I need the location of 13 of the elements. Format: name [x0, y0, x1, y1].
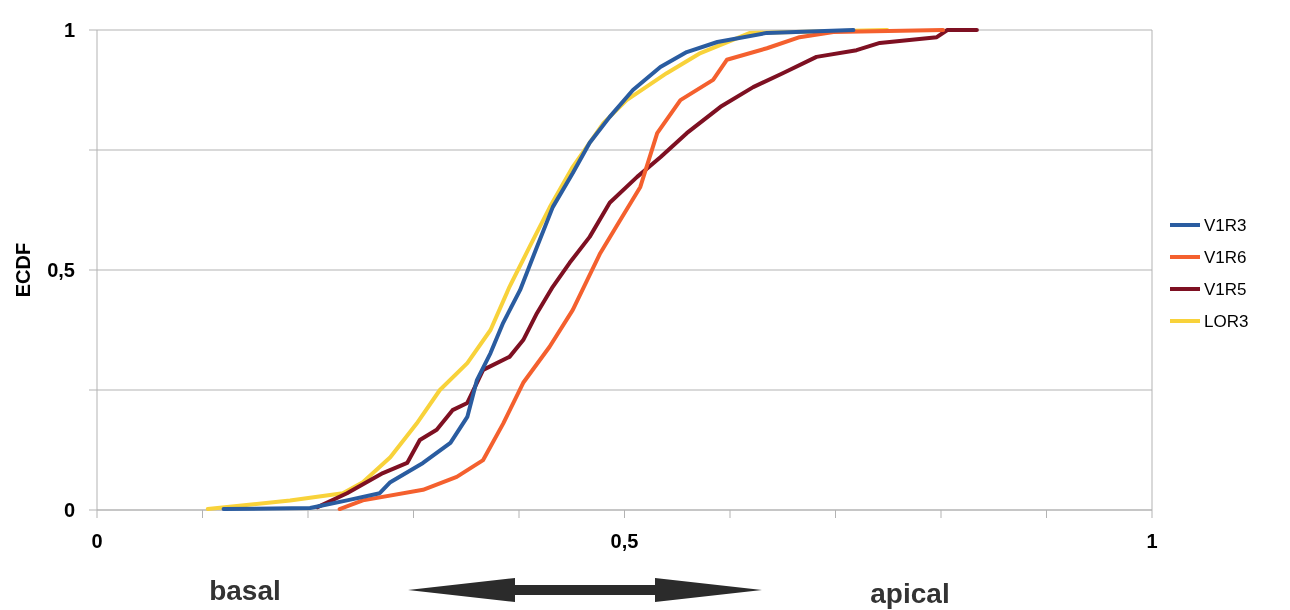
- legend-label: V1R6: [1204, 248, 1247, 267]
- legend-label: LOR3: [1204, 312, 1249, 331]
- y-tick-label: 1: [63, 19, 75, 41]
- y-axis-title: ECDF: [12, 242, 34, 298]
- x-tick-label: 0,5: [610, 530, 639, 552]
- y-tick-label: 0,5: [47, 259, 75, 281]
- x-tick-label: 0: [91, 530, 103, 552]
- legend-label: V1R5: [1204, 280, 1247, 299]
- x-tick-label: 1: [1146, 530, 1158, 552]
- y-tick-label: 0: [63, 499, 75, 521]
- legend-label: V1R3: [1204, 216, 1247, 235]
- text: basal: [209, 575, 281, 606]
- text: apical: [870, 578, 950, 609]
